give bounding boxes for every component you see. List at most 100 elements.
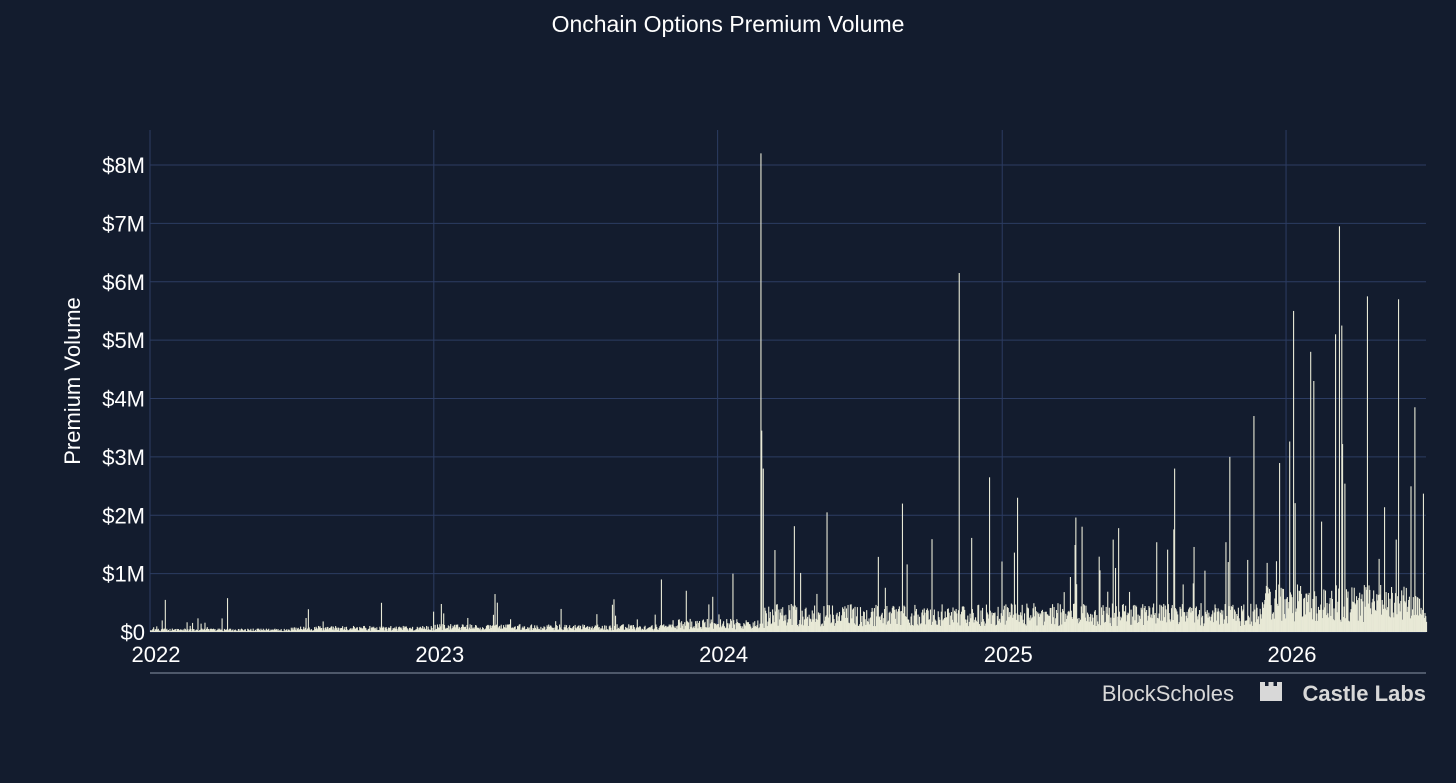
volume-bar (867, 621, 869, 632)
volume-bar (1085, 605, 1087, 632)
volume-bar (562, 630, 564, 632)
volume-bar (660, 579, 662, 632)
volume-bar (828, 605, 830, 632)
volume-bar (364, 627, 366, 632)
volume-bar (416, 626, 418, 632)
volume-bar (361, 628, 363, 632)
volume-bar (369, 625, 371, 632)
volume-bar (1100, 625, 1102, 632)
castle-labs-label: Castle Labs (1303, 681, 1427, 706)
volume-bar (681, 621, 683, 632)
volume-bar (555, 621, 557, 632)
volume-bar (150, 630, 152, 632)
volume-bar (712, 628, 715, 632)
volume-bar (1125, 621, 1127, 632)
volume-bar (597, 627, 599, 632)
volume-bar (621, 624, 624, 632)
volume-bar (256, 628, 258, 632)
x-tick-label: 2023 (415, 642, 464, 667)
volume-bar (1247, 559, 1249, 632)
volume-bar (1156, 617, 1159, 632)
volume-bar (765, 610, 767, 632)
volume-bar (236, 631, 238, 632)
volume-bar (746, 622, 748, 632)
volume-bar (1143, 608, 1145, 632)
volume-bar (1349, 612, 1351, 632)
volume-bar (835, 623, 837, 632)
volume-bar (517, 625, 519, 632)
volume-bar (485, 626, 488, 632)
volume-bar (1365, 587, 1367, 632)
volume-bar (624, 629, 626, 632)
volume-bar (1003, 605, 1005, 632)
volume-bar (245, 631, 247, 632)
volume-bar (157, 628, 159, 632)
volume-bar (329, 628, 331, 632)
volume-bar (1129, 624, 1131, 632)
volume-bar (504, 627, 506, 632)
volume-bar (1072, 603, 1075, 632)
volume-bar (1304, 614, 1306, 632)
volume-bar (1376, 594, 1378, 632)
volume-bar (461, 627, 463, 632)
volume-bar (952, 607, 954, 632)
volume-bar (1020, 612, 1022, 632)
volume-bar (228, 629, 230, 632)
volume-bar (412, 626, 414, 632)
volume-bar (530, 625, 532, 632)
volume-bar (892, 605, 894, 632)
volume-bar (601, 625, 603, 632)
volume-bar (896, 623, 898, 632)
volume-bar (399, 627, 401, 632)
volume-bar (1244, 620, 1246, 632)
volume-bar (1422, 609, 1424, 632)
volume-bar (859, 607, 862, 632)
volume-bar (675, 626, 677, 632)
volume-bar (328, 629, 330, 632)
volume-bar (484, 629, 486, 632)
volume-bar (780, 608, 782, 632)
volume-bar (1135, 605, 1137, 632)
volume-bar (282, 631, 284, 632)
volume-bar (1317, 620, 1319, 632)
volume-bar (1168, 613, 1170, 632)
volume-bar (1334, 620, 1336, 632)
volume-bar (642, 629, 645, 632)
volume-bar (653, 628, 655, 632)
volume-bar (1040, 614, 1042, 632)
volume-bar (1300, 586, 1302, 632)
volume-bar (1151, 618, 1153, 632)
volume-bar (670, 624, 672, 632)
volume-bar (1049, 608, 1051, 632)
volume-bar (1303, 597, 1306, 632)
volume-bar (1370, 608, 1372, 632)
volume-bar (695, 623, 697, 632)
volume-bar (1420, 607, 1422, 632)
volume-bar (1318, 609, 1320, 632)
volume-bar (1339, 619, 1341, 632)
volume-bar (552, 627, 554, 632)
volume-bar (825, 615, 827, 632)
volume-bar (868, 618, 870, 632)
volume-bar (1287, 608, 1289, 632)
volume-bar (393, 628, 395, 632)
volume-bar (794, 605, 796, 632)
volume-bar (935, 620, 937, 632)
volume-bar (737, 621, 739, 632)
volume-bar (1013, 614, 1015, 632)
volume-bar (1324, 590, 1327, 632)
volume-bar (1132, 605, 1134, 632)
volume-bar (751, 628, 753, 632)
volume-bar (1161, 620, 1163, 632)
volume-bar (1037, 612, 1039, 632)
volume-bar (327, 626, 329, 632)
volume-bar (941, 604, 943, 632)
volume-bar (332, 626, 334, 632)
volume-bar (503, 625, 505, 632)
volume-bar (881, 612, 883, 632)
volume-bar (287, 629, 289, 632)
volume-bar (1207, 617, 1209, 632)
volume-bar (1387, 592, 1389, 632)
volume-bar (293, 629, 295, 632)
volume-bar (496, 602, 498, 632)
